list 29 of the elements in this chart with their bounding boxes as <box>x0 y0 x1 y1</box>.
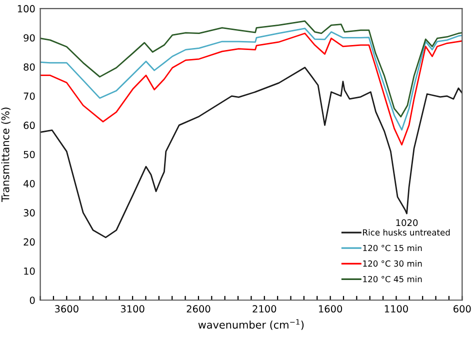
y-tick-label: 60 <box>24 122 35 130</box>
annotation: 1020 <box>396 219 418 226</box>
y-axis-title: Transmittance (%) <box>1 108 11 202</box>
y-tick-label: 40 <box>24 180 35 188</box>
y-tick-label: 70 <box>24 92 35 100</box>
legend-label: Rice husks untreated <box>363 229 450 236</box>
x-tick-label: 1100 <box>384 305 408 313</box>
x-tick-label: 1600 <box>319 305 342 313</box>
y-tick-label: 0 <box>30 296 35 304</box>
y-tick-label: 10 <box>24 267 35 275</box>
x-tick-label: 600 <box>454 305 471 313</box>
line-series <box>40 28 462 131</box>
legend-label: 120 °C 45 min <box>363 276 422 282</box>
x-axis-title: wavenumber (cm$^{−1}$) <box>198 319 304 330</box>
legend-label: 120 °C 15 min <box>363 244 422 252</box>
x-tick-label: 3100 <box>120 305 144 313</box>
x-tick-label: 3600 <box>55 305 78 313</box>
y-tick-label: 20 <box>24 238 35 246</box>
x-tick-label: 2100 <box>252 305 276 313</box>
y-tick-label: 50 <box>24 150 35 158</box>
line-series <box>40 66 462 238</box>
y-tick-label: 100 <box>18 5 35 12</box>
legend-label: 120 °C 30 min <box>363 260 422 267</box>
line-series <box>40 20 462 118</box>
y-tick-label: 30 <box>24 209 35 216</box>
y-tick-label: 80 <box>24 63 35 71</box>
x-tick-label: 2600 <box>186 305 210 313</box>
y-tick-label: 90 <box>24 34 35 42</box>
line-series <box>40 32 462 146</box>
